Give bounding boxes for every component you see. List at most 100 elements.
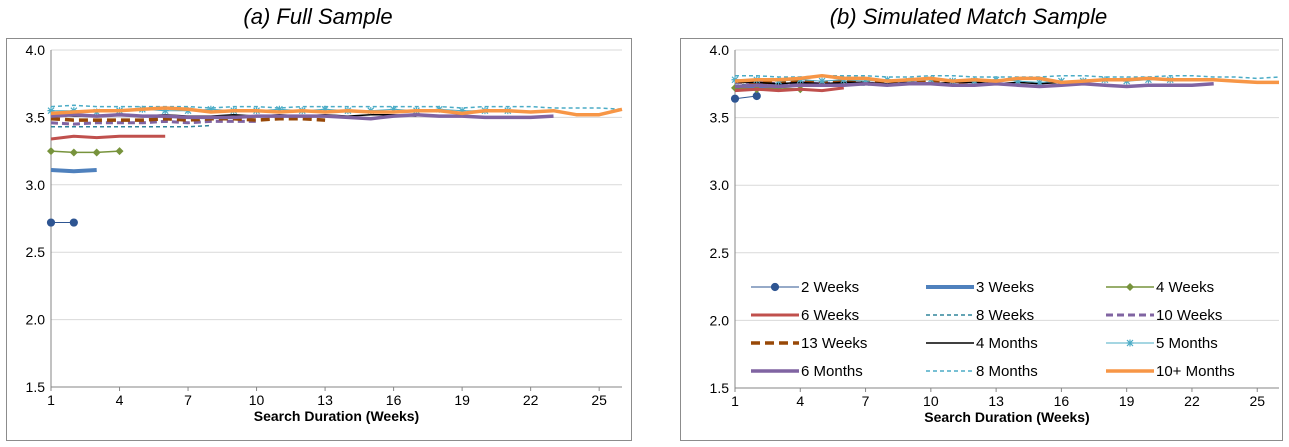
data-point-2-weeks — [46, 218, 56, 227]
series-3-weeks — [50, 168, 97, 174]
x-tick-label: 22 — [1184, 393, 1200, 409]
data-point-2-weeks — [69, 218, 78, 227]
x-tick-label: 25 — [1249, 393, 1265, 409]
chart-title: (a) Full Sample — [243, 4, 393, 29]
data-point-2-weeks — [730, 94, 740, 103]
legend-label: 6 Months — [801, 363, 863, 380]
data-point-4-weeks — [69, 148, 78, 157]
series-group — [730, 73, 1280, 103]
series-10-weeks — [50, 119, 257, 126]
x-tick-label: 19 — [454, 392, 470, 408]
series-13-weeks — [50, 116, 326, 122]
legend-item-8-weeks: 8 Weeks — [926, 307, 1034, 324]
x-tick-label: 10 — [923, 393, 939, 409]
data-point-2-weeks — [752, 91, 761, 101]
y-tick-label: 2.5 — [26, 244, 46, 260]
data-point-4-weeks — [115, 147, 124, 156]
x-tick-label: 4 — [796, 393, 804, 409]
x-axis-label: Search Duration (Weeks) — [924, 409, 1089, 425]
y-tick-label: 2.0 — [710, 312, 730, 328]
y-tick-label: 1.5 — [710, 380, 730, 396]
legend-item-2-weeks: 2 Weeks — [751, 279, 859, 296]
legend-label: 8 Weeks — [976, 307, 1034, 324]
chart-area-simulated-match: 1.5 2.0 2.5 3.0 3.5 4.0 1 4 7 10 13 16 19 22 25 Search … — [680, 38, 1283, 441]
series-8-months — [50, 104, 623, 111]
gridlines — [51, 49, 622, 388]
legend-item-6-months: 6 Months — [751, 363, 863, 380]
chart-area-full-sample: 1.5 2.0 2.5 3.0 3.5 4.0 1 4 7 10 13 16 19 22 25 Search … — [6, 38, 632, 441]
data-point-5-months — [862, 77, 870, 85]
series-line-8-weeks — [51, 124, 211, 128]
y-tick-label: 3.0 — [710, 177, 730, 193]
y-tick-label: 4.0 — [26, 42, 46, 58]
legend-label: 3 Weeks — [976, 279, 1034, 296]
x-tick-label: 10 — [249, 392, 265, 408]
series-6-months — [50, 112, 554, 121]
y-tick-label: 3.5 — [26, 109, 46, 125]
series-line-8-months — [50, 104, 623, 111]
y-tick-label: 1.5 — [26, 379, 46, 395]
legend-label: 10 Weeks — [1156, 307, 1222, 324]
legend-label: 5 Months — [1156, 335, 1218, 352]
data-point-5-months — [390, 105, 398, 113]
y-tick-label: 2.5 — [710, 245, 730, 261]
legend-item-3-weeks: 3 Weeks — [926, 279, 1034, 296]
legend-item-13-weeks: 13 Weeks — [751, 335, 867, 352]
series-line-6-weeks — [50, 134, 166, 141]
x-tick-label: 7 — [184, 392, 192, 408]
series-line-6-weeks — [734, 86, 844, 93]
series-line-3-weeks — [50, 168, 97, 174]
legend-item-4-weeks: 4 Weeks — [1106, 279, 1214, 296]
data-point-5-months — [458, 107, 466, 115]
x-axis-label: Search Duration (Weeks) — [254, 408, 419, 424]
legend-item-10-plus-months: 10+ Months — [1106, 363, 1235, 380]
x-tick-label: 1 — [731, 393, 739, 409]
x-tick-label: 19 — [1119, 393, 1135, 409]
series-2-weeks — [46, 218, 78, 227]
series-line-6-months — [734, 82, 1214, 89]
x-tick-label: 13 — [988, 393, 1004, 409]
series-6-months — [734, 82, 1214, 89]
series-group — [46, 104, 623, 227]
y-tick-label: 2.0 — [26, 312, 46, 328]
series-line-6-months — [50, 112, 554, 121]
series-2-weeks — [730, 91, 761, 103]
legend-label: 10+ Months — [1156, 363, 1235, 380]
x-tick-label: 13 — [317, 392, 333, 408]
series-line-10-plus-months — [734, 73, 1279, 85]
x-tick-label: 16 — [1054, 393, 1070, 409]
series-8-weeks — [51, 124, 211, 128]
data-point-5-months — [161, 107, 169, 115]
y-tick-label: 4.0 — [710, 42, 730, 58]
x-axis: 1 4 7 10 13 16 19 22 25 — [731, 388, 1265, 409]
line-chart-simulated-match: 1.5 2.0 2.5 3.0 3.5 4.0 1 4 7 10 13 16 19 22 25 Search … — [710, 42, 1280, 425]
series-10-plus-months — [734, 73, 1279, 85]
x-tick-label: 4 — [116, 392, 124, 408]
x-tick-label: 1 — [47, 392, 55, 408]
legend-label: 4 Weeks — [1156, 279, 1214, 296]
series-line-10-plus-months — [50, 106, 623, 117]
series-6-weeks — [50, 134, 166, 141]
x-tick-label: 22 — [523, 392, 539, 408]
x-axis: 1 4 7 10 13 16 19 22 25 — [47, 387, 607, 408]
legend-item-5-months: 5 Months — [1106, 335, 1218, 352]
data-point-5-months — [1014, 77, 1022, 85]
panel-full-sample: (a) Full Sample 1.5 2.0 2.5 3.0 3.5 4.0 1 4 7 10 1… — [0, 0, 636, 447]
data-point-5-months — [818, 77, 826, 85]
series-4-weeks — [47, 147, 124, 157]
legend-item-8-months: 8 Months — [926, 363, 1038, 380]
legend: 2 Weeks 3 Weeks 4 Weeks 6 Weeks 8 Weeks 10 We… — [751, 279, 1235, 380]
legend-label: 2 Weeks — [801, 279, 859, 296]
x-tick-label: 7 — [862, 393, 870, 409]
legend-label: 6 Weeks — [801, 307, 859, 324]
x-tick-label: 25 — [591, 392, 607, 408]
y-axis: 1.5 2.0 2.5 3.0 3.5 4.0 — [26, 42, 46, 395]
legend-marker — [770, 282, 780, 292]
data-point-5-months — [1036, 78, 1044, 86]
legend-label: 13 Weeks — [801, 335, 867, 352]
series-line-13-weeks — [50, 116, 326, 122]
legend-marker — [1126, 283, 1134, 291]
data-point-4-weeks — [47, 147, 55, 156]
legend-label: 8 Months — [976, 363, 1038, 380]
y-tick-label: 3.0 — [26, 177, 46, 193]
